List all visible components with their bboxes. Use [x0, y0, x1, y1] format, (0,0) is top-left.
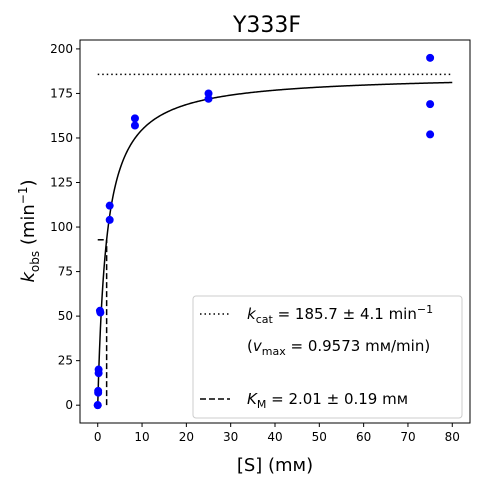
x-tick-label: 70	[400, 430, 415, 444]
data-point	[130, 121, 139, 130]
x-tick-label: 30	[223, 430, 238, 444]
fit-curve	[96, 81, 453, 406]
legend-vmax-label: (vmax = 0.9573 mм/min)	[247, 337, 430, 358]
x-tick-label: 50	[312, 430, 327, 444]
y-tick-label: 75	[58, 265, 73, 279]
y-axis-label: kobs (min−1)	[16, 179, 42, 282]
chart-title: Y333F	[232, 13, 301, 38]
data-point	[426, 100, 435, 109]
legend-kcat-label: kcat = 185.7 ± 4.1 min−1	[247, 303, 433, 326]
x-tick-label: 20	[179, 430, 194, 444]
y-tick-label: 25	[58, 354, 73, 368]
data-point	[426, 130, 435, 139]
data-point	[130, 114, 139, 123]
y-tick-label: 200	[50, 42, 73, 56]
x-axis: 0 10 20 30 40 50 60 70 80	[94, 423, 460, 444]
y-tick-label: 50	[58, 309, 73, 323]
data-point	[93, 401, 102, 410]
data-point	[94, 365, 103, 374]
legend-box	[192, 295, 463, 419]
y-axis: 0 25 50 75 100 125 150 175 200	[50, 42, 80, 412]
data-point	[96, 308, 105, 317]
x-tick-label: 40	[267, 430, 282, 444]
y-tick-label: 125	[50, 176, 73, 190]
data-point	[426, 53, 435, 62]
y-tick-label: 100	[50, 220, 73, 234]
y-tick-label: 175	[50, 86, 73, 100]
data-point	[94, 386, 103, 395]
x-tick-label: 60	[356, 430, 371, 444]
legend-km-label: KM = 2.01 ± 0.19 mм	[247, 390, 408, 411]
data-point	[204, 89, 213, 98]
y-tick-label: 0	[65, 398, 73, 412]
x-tick-label: 10	[134, 430, 149, 444]
x-tick-label: 80	[445, 430, 460, 444]
legend: kcat = 185.7 ± 4.1 min−1 (vmax = 0.9573 …	[192, 295, 463, 419]
x-axis-label: [S] (mм)	[237, 455, 313, 476]
data-point	[105, 215, 114, 224]
y-tick-label: 150	[50, 131, 73, 145]
x-tick-label: 0	[94, 430, 102, 444]
data-point	[105, 201, 114, 210]
